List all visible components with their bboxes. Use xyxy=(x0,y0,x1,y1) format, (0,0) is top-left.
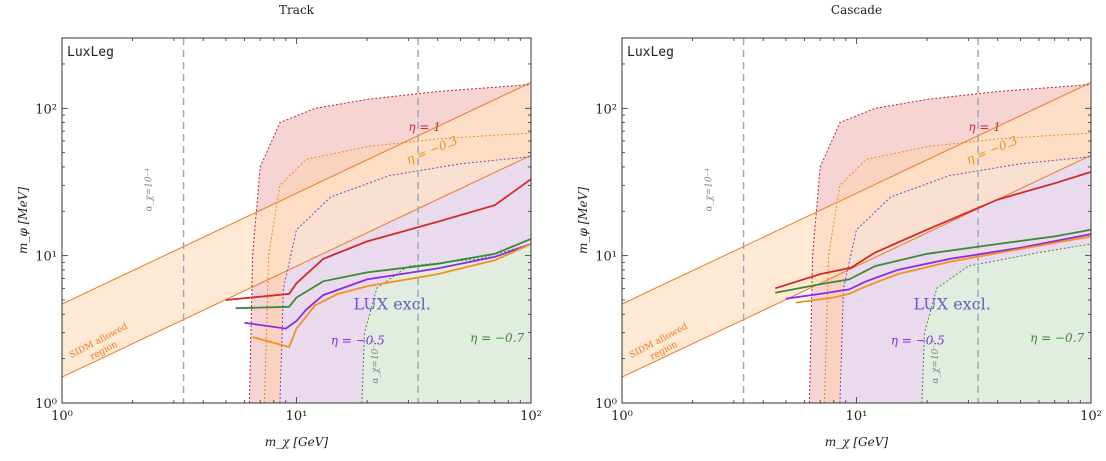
series-line xyxy=(225,178,531,301)
series-line xyxy=(252,243,531,349)
x-tick-label: 10¹ xyxy=(286,409,308,424)
x-tick-label: 10⁰ xyxy=(51,409,73,424)
y-tick-label: 10² xyxy=(35,102,57,117)
y-axis-label: m_φ [MeV] xyxy=(576,187,590,254)
eta-label: η = −0.5 xyxy=(891,333,945,347)
sidm-band xyxy=(622,82,1091,378)
y-tick-label: 10¹ xyxy=(35,250,57,265)
chart-title: Cascade xyxy=(831,3,882,17)
sidm-band xyxy=(62,82,531,378)
eta-label: η = 1 xyxy=(968,120,1001,134)
series-line xyxy=(775,228,1091,294)
lux-label: LUX excl. xyxy=(353,295,430,314)
series-line xyxy=(785,233,1091,300)
y-tick-label: 10² xyxy=(595,102,617,117)
eta-label: η = −0.7 xyxy=(470,331,524,345)
series-line xyxy=(795,235,1091,304)
alpha-label-2: α_χ=10⁻³ xyxy=(371,340,381,384)
corner-label: LuxLeg xyxy=(627,45,674,60)
eta-label: η = 1 xyxy=(408,120,441,134)
y-tick-label: 10¹ xyxy=(595,250,617,265)
x-tick-label: 10¹ xyxy=(846,409,868,424)
sidm-upper-edge xyxy=(62,81,531,305)
region-fill xyxy=(361,244,531,403)
series-line xyxy=(244,243,531,330)
region-edge xyxy=(839,156,1091,403)
sidm-lower-edge xyxy=(62,154,531,378)
alpha-label-2: α_χ=10⁻³ xyxy=(931,340,941,384)
x-tick-label: 10² xyxy=(1080,409,1102,424)
region-edge xyxy=(823,132,1091,403)
eta-label: η = −0.7 xyxy=(1030,331,1084,345)
ticks xyxy=(61,37,532,404)
region-edge xyxy=(263,132,531,403)
y-tick-label: 10⁰ xyxy=(595,397,617,412)
y-tick-label: 10⁰ xyxy=(35,397,57,412)
sidm-lower-edge xyxy=(622,154,1091,378)
x-tick-label: 10² xyxy=(520,409,542,424)
alpha-label-1: α_χ=10⁻⁴ xyxy=(145,168,155,212)
plot-area xyxy=(622,38,1091,403)
ticks xyxy=(621,37,1092,404)
x-axis-label: m_χ [GeV] xyxy=(825,435,889,449)
y-axis-label: m_φ [MeV] xyxy=(16,187,30,254)
lux-label: LUX excl. xyxy=(913,295,990,314)
region-fill xyxy=(921,244,1091,403)
sidm-upper-edge xyxy=(622,81,1091,305)
alpha-label-1: α_χ=10⁻⁴ xyxy=(705,168,715,212)
x-axis-label: m_χ [GeV] xyxy=(265,435,329,449)
series-line xyxy=(774,171,1091,290)
eta-label: η = −0.5 xyxy=(331,333,385,347)
x-tick-label: 10⁰ xyxy=(611,409,633,424)
region-edge xyxy=(279,156,531,403)
chart-title: Track xyxy=(279,3,315,17)
series-line xyxy=(235,238,531,310)
corner-label: LuxLeg xyxy=(67,45,114,60)
plot-area xyxy=(62,38,531,403)
